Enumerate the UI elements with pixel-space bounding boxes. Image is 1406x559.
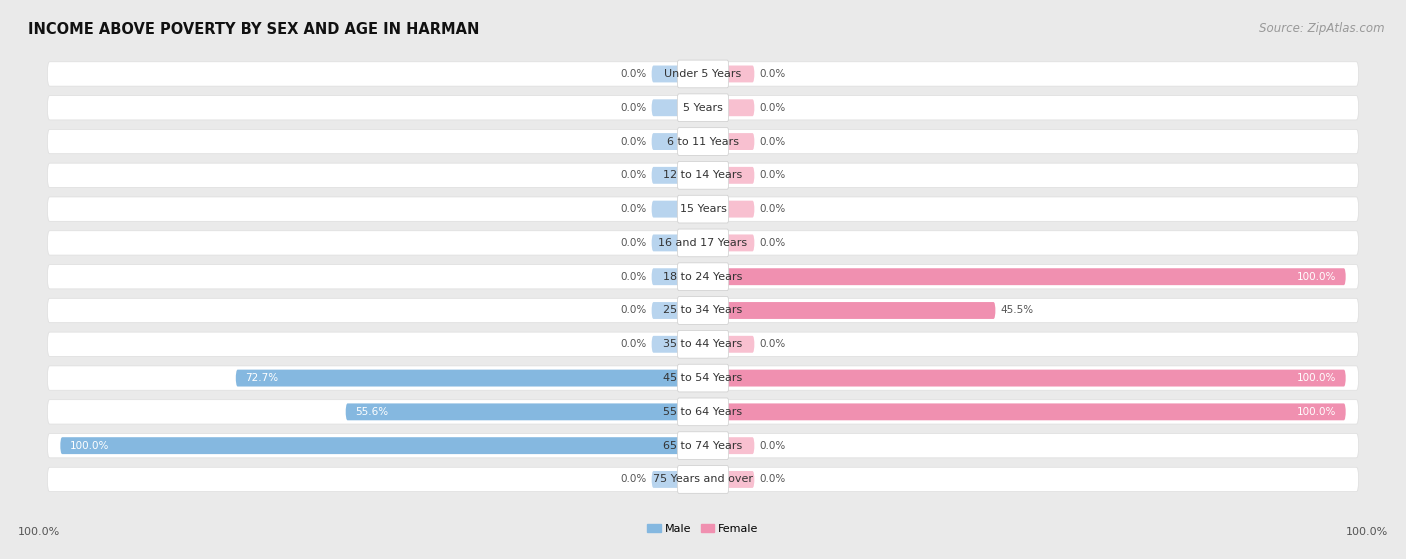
FancyBboxPatch shape xyxy=(703,133,755,150)
FancyBboxPatch shape xyxy=(48,264,1358,289)
FancyBboxPatch shape xyxy=(48,467,1358,491)
FancyBboxPatch shape xyxy=(678,94,728,122)
FancyBboxPatch shape xyxy=(678,162,728,189)
Text: 100.0%: 100.0% xyxy=(18,527,60,537)
FancyBboxPatch shape xyxy=(48,62,1358,86)
Text: 18 to 24 Years: 18 to 24 Years xyxy=(664,272,742,282)
Text: 0.0%: 0.0% xyxy=(620,475,647,485)
FancyBboxPatch shape xyxy=(678,263,728,291)
Text: 0.0%: 0.0% xyxy=(620,339,647,349)
Text: 100.0%: 100.0% xyxy=(70,440,110,451)
FancyBboxPatch shape xyxy=(703,167,755,184)
Text: 100.0%: 100.0% xyxy=(1296,272,1336,282)
FancyBboxPatch shape xyxy=(48,433,1358,458)
Text: 16 and 17 Years: 16 and 17 Years xyxy=(658,238,748,248)
Text: 0.0%: 0.0% xyxy=(759,475,786,485)
Text: 100.0%: 100.0% xyxy=(1346,527,1388,537)
Text: 75 Years and over: 75 Years and over xyxy=(652,475,754,485)
FancyBboxPatch shape xyxy=(48,400,1358,424)
FancyBboxPatch shape xyxy=(651,471,703,488)
FancyBboxPatch shape xyxy=(703,100,755,116)
Text: 0.0%: 0.0% xyxy=(620,170,647,181)
FancyBboxPatch shape xyxy=(703,437,755,454)
Text: Source: ZipAtlas.com: Source: ZipAtlas.com xyxy=(1260,22,1385,35)
FancyBboxPatch shape xyxy=(703,404,1346,420)
Text: 55.6%: 55.6% xyxy=(356,407,388,417)
Text: 0.0%: 0.0% xyxy=(620,238,647,248)
Text: 0.0%: 0.0% xyxy=(759,238,786,248)
FancyBboxPatch shape xyxy=(48,129,1358,154)
FancyBboxPatch shape xyxy=(48,197,1358,221)
FancyBboxPatch shape xyxy=(651,201,703,217)
FancyBboxPatch shape xyxy=(678,229,728,257)
FancyBboxPatch shape xyxy=(651,268,703,285)
Text: 45 to 54 Years: 45 to 54 Years xyxy=(664,373,742,383)
Text: INCOME ABOVE POVERTY BY SEX AND AGE IN HARMAN: INCOME ABOVE POVERTY BY SEX AND AGE IN H… xyxy=(28,22,479,37)
Text: 0.0%: 0.0% xyxy=(759,69,786,79)
FancyBboxPatch shape xyxy=(651,234,703,252)
FancyBboxPatch shape xyxy=(48,366,1358,390)
FancyBboxPatch shape xyxy=(703,471,755,488)
Text: 5 Years: 5 Years xyxy=(683,103,723,113)
FancyBboxPatch shape xyxy=(703,65,755,82)
Text: 0.0%: 0.0% xyxy=(759,170,786,181)
FancyBboxPatch shape xyxy=(703,268,1346,285)
FancyBboxPatch shape xyxy=(678,127,728,155)
FancyBboxPatch shape xyxy=(703,234,755,252)
FancyBboxPatch shape xyxy=(651,65,703,82)
Text: 6 to 11 Years: 6 to 11 Years xyxy=(666,136,740,146)
Text: 0.0%: 0.0% xyxy=(620,272,647,282)
FancyBboxPatch shape xyxy=(651,302,703,319)
Legend: Male, Female: Male, Female xyxy=(643,519,763,538)
Text: 45.5%: 45.5% xyxy=(1001,306,1033,315)
FancyBboxPatch shape xyxy=(703,302,995,319)
Text: 0.0%: 0.0% xyxy=(759,440,786,451)
Text: 72.7%: 72.7% xyxy=(246,373,278,383)
Text: 0.0%: 0.0% xyxy=(620,306,647,315)
FancyBboxPatch shape xyxy=(236,369,703,386)
Text: 0.0%: 0.0% xyxy=(759,204,786,214)
FancyBboxPatch shape xyxy=(678,60,728,88)
FancyBboxPatch shape xyxy=(346,404,703,420)
FancyBboxPatch shape xyxy=(48,163,1358,187)
Text: 65 to 74 Years: 65 to 74 Years xyxy=(664,440,742,451)
FancyBboxPatch shape xyxy=(651,100,703,116)
FancyBboxPatch shape xyxy=(703,201,755,217)
FancyBboxPatch shape xyxy=(651,167,703,184)
Text: 35 to 44 Years: 35 to 44 Years xyxy=(664,339,742,349)
Text: 0.0%: 0.0% xyxy=(620,69,647,79)
FancyBboxPatch shape xyxy=(703,336,755,353)
Text: 55 to 64 Years: 55 to 64 Years xyxy=(664,407,742,417)
Text: 100.0%: 100.0% xyxy=(1296,373,1336,383)
Text: 15 Years: 15 Years xyxy=(679,204,727,214)
FancyBboxPatch shape xyxy=(651,336,703,353)
FancyBboxPatch shape xyxy=(48,299,1358,323)
FancyBboxPatch shape xyxy=(703,369,1346,386)
FancyBboxPatch shape xyxy=(678,330,728,358)
FancyBboxPatch shape xyxy=(678,195,728,223)
Text: 25 to 34 Years: 25 to 34 Years xyxy=(664,306,742,315)
FancyBboxPatch shape xyxy=(678,398,728,426)
Text: Under 5 Years: Under 5 Years xyxy=(665,69,741,79)
Text: 0.0%: 0.0% xyxy=(759,103,786,113)
Text: 0.0%: 0.0% xyxy=(620,204,647,214)
FancyBboxPatch shape xyxy=(678,432,728,459)
Text: 0.0%: 0.0% xyxy=(759,136,786,146)
FancyBboxPatch shape xyxy=(60,437,703,454)
Text: 0.0%: 0.0% xyxy=(620,103,647,113)
FancyBboxPatch shape xyxy=(678,364,728,392)
Text: 0.0%: 0.0% xyxy=(620,136,647,146)
FancyBboxPatch shape xyxy=(48,332,1358,357)
Text: 100.0%: 100.0% xyxy=(1296,407,1336,417)
Text: 12 to 14 Years: 12 to 14 Years xyxy=(664,170,742,181)
FancyBboxPatch shape xyxy=(651,133,703,150)
FancyBboxPatch shape xyxy=(678,297,728,324)
FancyBboxPatch shape xyxy=(48,96,1358,120)
Text: 0.0%: 0.0% xyxy=(759,339,786,349)
FancyBboxPatch shape xyxy=(678,466,728,493)
FancyBboxPatch shape xyxy=(48,231,1358,255)
